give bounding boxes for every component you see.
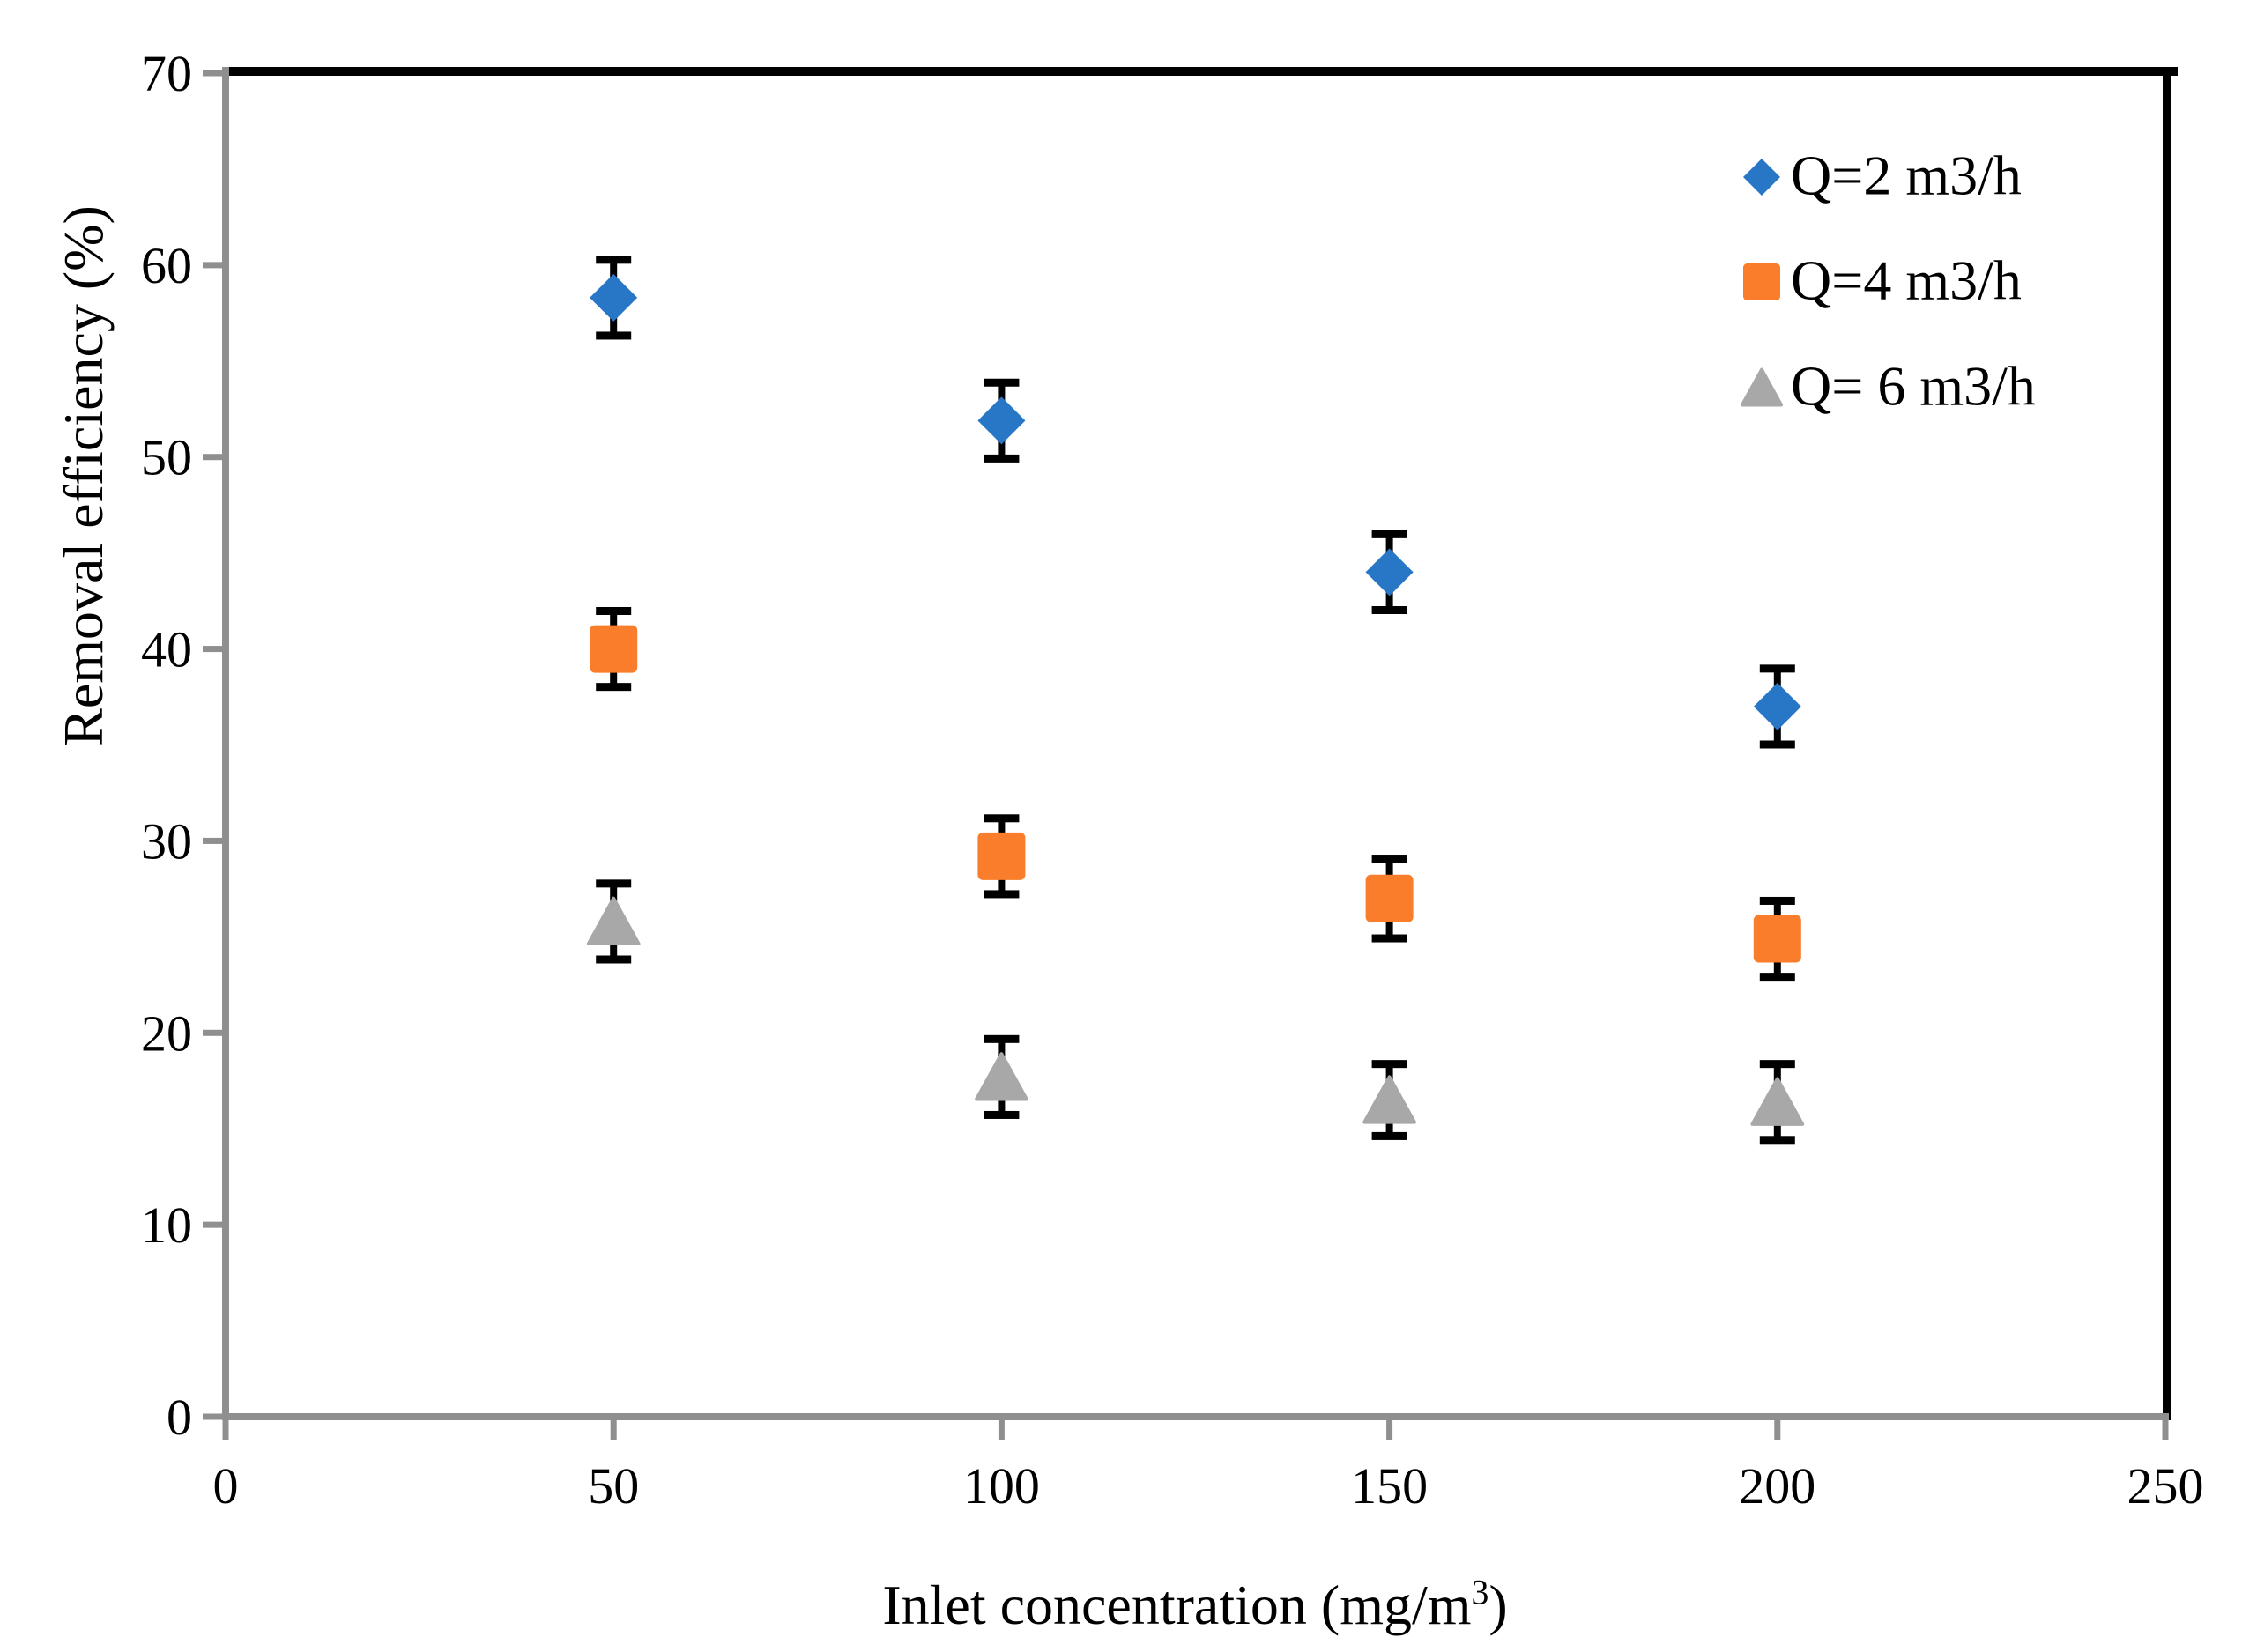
error-bar-cap-bottom xyxy=(984,890,1020,899)
legend-triangle-icon xyxy=(1740,367,1784,407)
x-tick-label: 250 xyxy=(2127,1457,2204,1515)
error-bar-cap-bottom xyxy=(596,683,632,692)
y-tick-label: 70 xyxy=(141,45,192,102)
x-axis-title-text: Inlet concentration (mg/m xyxy=(882,1574,1472,1636)
y-axis-line xyxy=(222,67,229,1420)
legend-label-q6: Q= 6 m3/h xyxy=(1791,354,2036,418)
y-tick-label: 20 xyxy=(141,1004,192,1062)
error-bar-cap-top xyxy=(596,879,632,888)
error-bar-cap-bottom xyxy=(596,955,632,964)
error-bar-cap-bottom xyxy=(1759,973,1795,982)
error-bar-cap-top xyxy=(1371,530,1407,538)
y-axis-title: Removal efficiency (%) xyxy=(52,205,115,746)
x-axis-title: Inlet concentration (mg/m3) xyxy=(882,1573,1507,1638)
data-point-square-x200 xyxy=(1753,915,1801,963)
y-tick xyxy=(203,454,222,461)
y-tick-label: 30 xyxy=(141,812,192,870)
error-bar-cap-top xyxy=(1371,855,1407,863)
x-tick xyxy=(1774,1420,1781,1440)
error-bar-cap-top xyxy=(596,256,632,264)
x-axis-title-superscript: 3 xyxy=(1471,1573,1489,1612)
y-tick xyxy=(203,70,222,77)
y-tick xyxy=(203,262,222,269)
error-bar-cap-bottom xyxy=(596,331,632,340)
error-bar-cap-top xyxy=(984,814,1020,823)
x-tick-label: 50 xyxy=(588,1457,639,1515)
y-tick xyxy=(203,1029,222,1036)
error-bar-cap-bottom xyxy=(1371,934,1407,943)
x-tick-label: 200 xyxy=(1739,1457,1815,1515)
y-tick-label: 0 xyxy=(167,1389,192,1446)
data-point-diamond-x100 xyxy=(977,396,1026,445)
x-tick xyxy=(610,1420,617,1440)
y-tick xyxy=(203,837,222,844)
error-bar-cap-bottom xyxy=(984,1110,1020,1119)
legend-diamond-icon xyxy=(1743,159,1780,196)
x-tick-label: 0 xyxy=(213,1457,239,1515)
error-bar-cap-top xyxy=(1759,1060,1795,1069)
error-bar-cap-top xyxy=(1371,1060,1407,1069)
error-bar-cap-bottom xyxy=(1759,1136,1795,1145)
legend-label-q4: Q=4 m3/h xyxy=(1791,248,2022,312)
data-point-diamond-x50 xyxy=(590,273,638,322)
y-tick xyxy=(203,646,222,653)
data-point-triangle-x50 xyxy=(586,896,641,946)
error-bar-cap-top xyxy=(596,607,632,615)
legend-square-icon xyxy=(1743,263,1780,300)
x-axis-title-close: ) xyxy=(1488,1574,1508,1636)
data-point-diamond-x150 xyxy=(1365,548,1414,596)
error-bar-cap-top xyxy=(984,1034,1020,1043)
y-tick xyxy=(203,1413,222,1420)
y-tick-label: 40 xyxy=(141,621,192,678)
x-tick xyxy=(222,1420,229,1440)
plot-border-right xyxy=(2163,67,2171,1420)
data-point-square-x150 xyxy=(1365,874,1414,922)
data-point-triangle-x150 xyxy=(1362,1075,1416,1124)
data-point-triangle-x200 xyxy=(1750,1077,1805,1126)
data-point-square-x50 xyxy=(590,625,638,673)
error-bar-cap-bottom xyxy=(984,454,1020,463)
x-tick xyxy=(998,1420,1005,1440)
x-tick xyxy=(1386,1420,1393,1440)
plot-border-top xyxy=(222,67,2178,76)
error-bar-cap-bottom xyxy=(1371,1131,1407,1140)
x-tick xyxy=(2162,1420,2169,1440)
error-bar-cap-bottom xyxy=(1759,740,1795,749)
y-tick xyxy=(203,1221,222,1228)
data-point-triangle-x100 xyxy=(975,1052,1028,1101)
error-bar-cap-bottom xyxy=(1371,606,1407,614)
y-tick-label: 50 xyxy=(141,429,192,486)
y-tick-label: 10 xyxy=(141,1196,192,1254)
y-tick-label: 60 xyxy=(141,237,192,294)
legend-label-q2: Q=2 m3/h xyxy=(1791,144,2022,207)
error-bar-cap-top xyxy=(984,378,1020,387)
data-point-diamond-x200 xyxy=(1753,682,1801,730)
x-tick-label: 150 xyxy=(1351,1457,1428,1515)
error-bar-cap-top xyxy=(1759,664,1795,673)
x-axis-line xyxy=(222,1413,2169,1420)
data-point-square-x100 xyxy=(977,832,1026,880)
error-bar-cap-top xyxy=(1759,896,1795,905)
x-tick-label: 100 xyxy=(963,1457,1040,1515)
